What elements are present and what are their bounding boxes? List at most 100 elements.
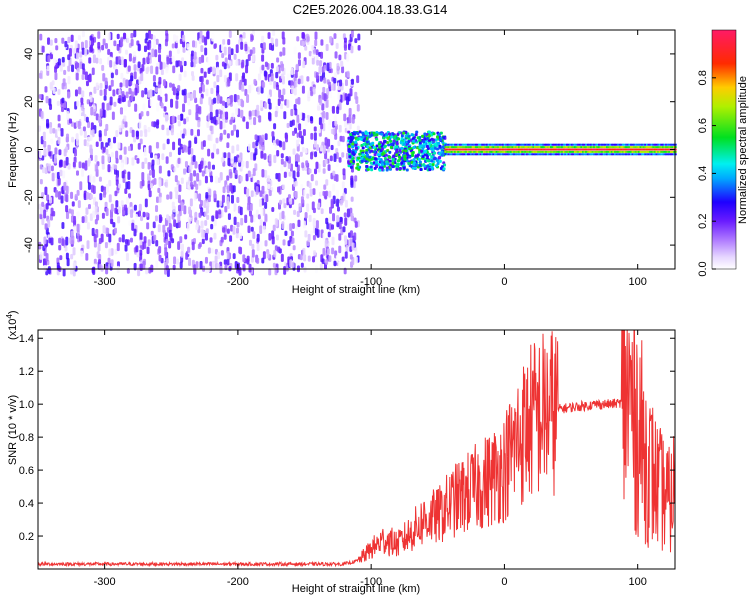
- spectrogram-cell: [190, 148, 194, 155]
- spectrogram-cell: [134, 213, 138, 220]
- spectrogram-cell: [67, 65, 71, 72]
- spectrogram-cell: [56, 171, 60, 179]
- spectrogram-cell: [99, 82, 103, 89]
- spectrogram-cell: [107, 153, 111, 163]
- spectrogram-cell: [121, 91, 125, 98]
- spectrogram-cell: [293, 209, 297, 215]
- snr-frame: [37, 329, 676, 570]
- spectrogram-cell: [502, 153, 505, 156]
- spectrogram-cell: [226, 258, 230, 266]
- spectrogram-cell: [636, 146, 639, 149]
- spectrogram-cell: [591, 146, 594, 149]
- spectrogram-cell: [76, 189, 80, 196]
- spectrogram-cell: [620, 150, 623, 153]
- spectrogram-cell: [430, 155, 434, 159]
- spectrogram-cell: [204, 36, 208, 46]
- spectrogram-cell: [534, 150, 537, 153]
- spectrogram-cell: [385, 168, 389, 172]
- spectrogram-cell: [589, 146, 592, 149]
- spectrogram-cell: [625, 146, 628, 149]
- spectrogram-cell: [141, 179, 145, 187]
- spectrogram-cell: [548, 153, 551, 156]
- spectrogram-cell: [57, 177, 61, 186]
- spectrogram-cell: [577, 146, 580, 149]
- spectrogram-cell: [402, 142, 406, 146]
- spectrogram-cell: [673, 150, 676, 153]
- spectrogram-cell: [213, 97, 217, 104]
- spectrogram-cell: [557, 143, 560, 146]
- spectrogram-cell: [171, 83, 175, 92]
- spectrogram-cell: [596, 146, 599, 149]
- spectrogram-cell: [223, 46, 227, 56]
- spectrogram-cell: [84, 163, 88, 171]
- spectrogram-cell: [205, 79, 209, 85]
- spectrogram-cell: [567, 150, 570, 153]
- spectrogram-cell: [361, 153, 365, 157]
- spectrogram-cell: [272, 224, 276, 232]
- spectrogram-cell: [325, 259, 329, 265]
- spectrogram-cell: [655, 143, 658, 146]
- spectrogram-cell: [151, 169, 155, 179]
- spectrogram-cell: [644, 146, 647, 149]
- spectrogram-cell: [593, 143, 596, 146]
- spectrogram-cell: [101, 155, 105, 165]
- spectrogram-cell: [594, 143, 597, 146]
- spectrogram-cell: [386, 141, 390, 145]
- spectrogram-cell: [213, 232, 217, 240]
- spectrogram-cell: [537, 150, 540, 153]
- spectrogram-cell: [73, 215, 77, 225]
- spectrogram-cell: [526, 153, 529, 156]
- spectrogram-cell: [437, 141, 441, 145]
- spectrogram-cell: [74, 40, 78, 50]
- spectrogram-cell: [500, 146, 503, 149]
- spectrogram-cell: [626, 150, 629, 153]
- spectrogram-cell: [144, 38, 148, 44]
- spectrogram-cell: [251, 54, 255, 63]
- spectrogram-cell: [626, 153, 629, 156]
- spectrogram-cell: [262, 225, 266, 234]
- spectrogram-x-tick-label: -100: [360, 276, 382, 288]
- spectrogram-cell: [250, 203, 254, 212]
- spectrogram-cell: [588, 148, 591, 151]
- spectrogram-cell: [209, 237, 213, 243]
- spectrogram-cell: [347, 160, 351, 164]
- spectrogram-cell: [204, 256, 208, 264]
- spectrogram-cell: [474, 150, 477, 153]
- spectrogram-cell: [336, 221, 340, 228]
- spectrogram-cell: [301, 40, 305, 47]
- spectrogram-cell: [613, 146, 616, 149]
- spectrogram-cell: [113, 101, 117, 107]
- spectrogram-cell: [113, 168, 117, 175]
- spectrogram-cell: [540, 148, 543, 151]
- spectrogram-cell: [301, 162, 305, 169]
- spectrogram-cell: [110, 203, 114, 212]
- spectrogram-cell: [252, 231, 256, 240]
- snr-x-tick-label: 100: [629, 576, 647, 588]
- spectrogram-cell: [172, 65, 176, 74]
- spectrogram-cell: [362, 139, 366, 143]
- spectrogram-cell: [532, 148, 535, 151]
- spectrogram-cell: [177, 157, 181, 164]
- spectrogram-cell: [81, 162, 85, 169]
- spectrogram-cell: [559, 150, 562, 153]
- spectrogram-cell: [354, 256, 358, 264]
- spectrogram-cell: [375, 133, 379, 137]
- spectrogram-cell: [458, 143, 461, 146]
- spectrogram-cell: [305, 160, 309, 167]
- spectrogram-cell: [47, 144, 51, 152]
- spectrogram-cell: [140, 72, 144, 82]
- spectrogram-cell: [577, 150, 580, 153]
- spectrogram-cell: [463, 146, 466, 149]
- spectrogram-cell: [288, 156, 292, 164]
- spectrogram-cell: [252, 47, 256, 54]
- spectrogram-cell: [302, 129, 306, 137]
- spectrogram-cell: [221, 114, 225, 121]
- spectrogram-cell: [133, 30, 137, 38]
- spectrogram-cell: [294, 80, 298, 88]
- spectrogram-cell: [122, 32, 126, 40]
- spectrogram-cell: [159, 61, 163, 70]
- spectrogram-cell: [567, 148, 570, 151]
- spectrogram-cell: [114, 248, 118, 255]
- spectrogram-cell: [297, 96, 301, 105]
- spectrogram-cell: [123, 146, 127, 155]
